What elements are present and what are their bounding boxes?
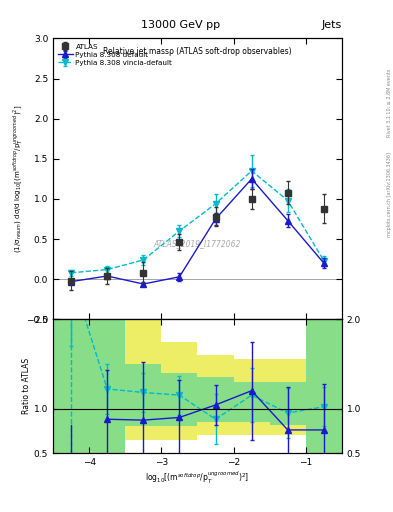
Text: 13000 GeV pp: 13000 GeV pp (141, 20, 220, 31)
Text: ATLAS_2019_I1772062: ATLAS_2019_I1772062 (154, 239, 241, 248)
Y-axis label: (1/σ$_{resum}$) dσ/d log$_{10}$[(m$^{soft drop}$/p$_T^{ungroomed}$)$^2$]: (1/σ$_{resum}$) dσ/d log$_{10}$[(m$^{sof… (12, 105, 25, 253)
Text: mcplots.cern.ch [arXiv:1306.3436]: mcplots.cern.ch [arXiv:1306.3436] (387, 152, 392, 237)
X-axis label: log$_{10}$[(m$^{soft drop}$/p$_T^{ungroomed}$)$^2$]: log$_{10}$[(m$^{soft drop}$/p$_T^{ungroo… (145, 470, 250, 486)
Text: Rivet 3.1.10; ≥ 2.8M events: Rivet 3.1.10; ≥ 2.8M events (387, 68, 392, 137)
Text: Jets: Jets (321, 20, 342, 31)
Text: Relative jet massρ (ATLAS soft-drop observables): Relative jet massρ (ATLAS soft-drop obse… (103, 47, 292, 56)
Legend: ATLAS, Pythia 8.308 default, Pythia 8.308 vincia-default: ATLAS, Pythia 8.308 default, Pythia 8.30… (57, 42, 174, 68)
Y-axis label: Ratio to ATLAS: Ratio to ATLAS (22, 358, 31, 414)
